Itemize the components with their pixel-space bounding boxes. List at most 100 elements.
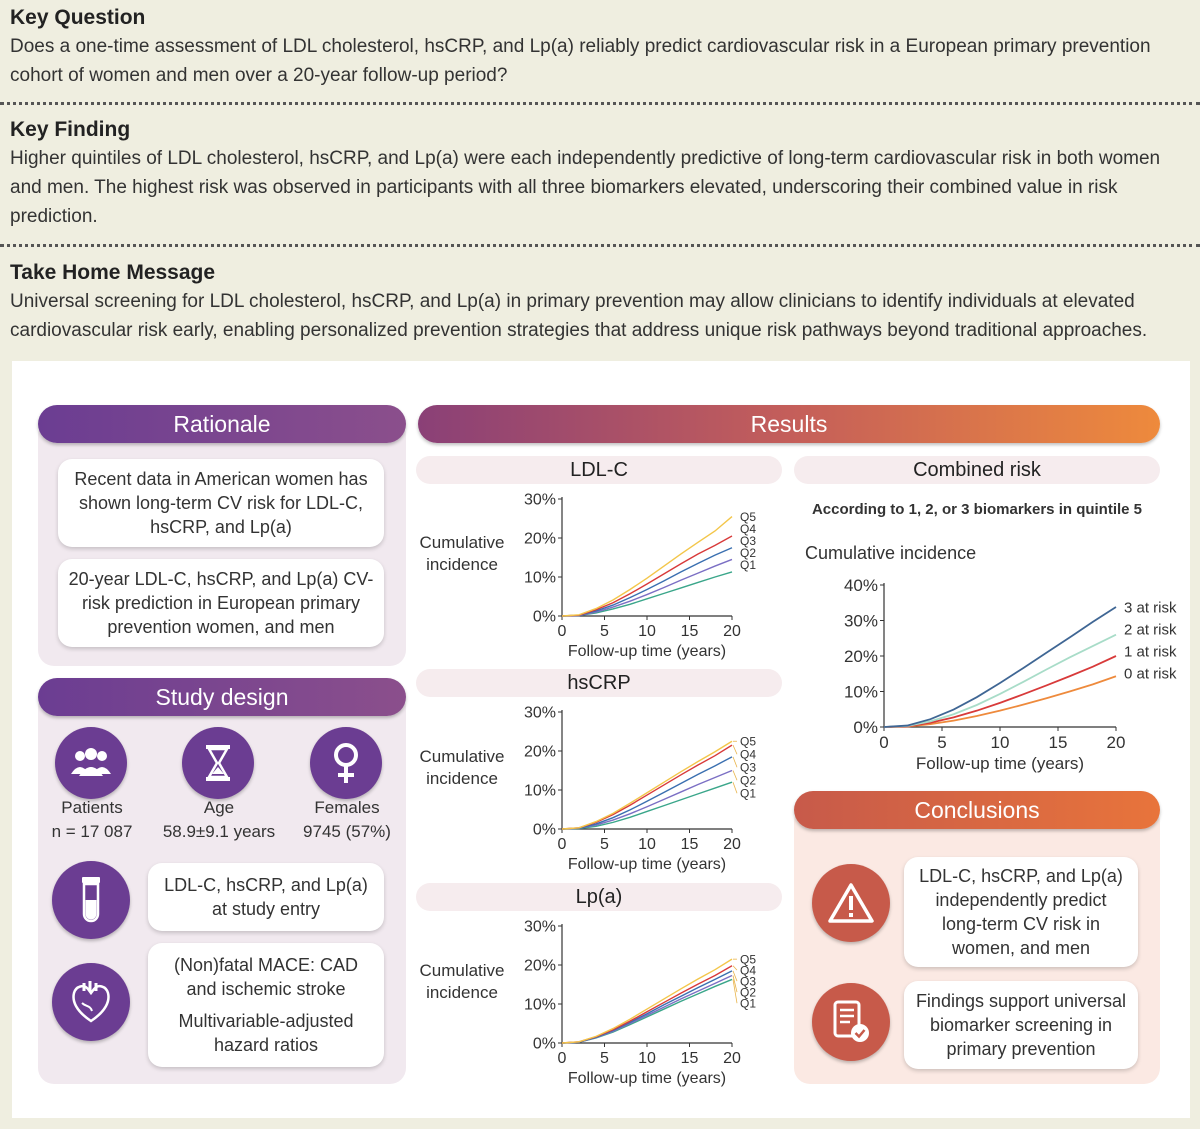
series-label: Q1 [740, 558, 756, 572]
series-line-q3 [561, 970, 733, 1044]
female-icon [310, 727, 382, 799]
x-tick-label: 10 [638, 1050, 656, 1067]
patients-value: n = 17 087 [51, 822, 133, 841]
series-line-q3 [561, 547, 733, 617]
series-label: 2 at risk [1124, 621, 1177, 638]
series-line-q5 [561, 958, 733, 1044]
series-label: Q3 [740, 974, 756, 988]
rationale-card-2: 20-year LDL-C, hsCRP, and Lp(a) CV-risk … [58, 559, 384, 647]
y-tick-label: 30% [524, 492, 556, 509]
x-tick-label: 20 [723, 623, 741, 640]
rationale-header: Rationale [38, 405, 406, 443]
y-tick-label: 10% [524, 783, 556, 800]
x-tick-label: 0 [558, 623, 567, 640]
label-connector [732, 782, 738, 794]
label-connector [732, 770, 738, 781]
x-tick-label: 15 [681, 623, 699, 640]
series-label: Q1 [740, 996, 756, 1010]
heart-icon [52, 963, 130, 1041]
series-label: Q5 [740, 734, 756, 748]
y-tick-label: 10% [844, 682, 878, 701]
x-tick-label: 15 [681, 1050, 699, 1067]
age-label: Age [203, 798, 235, 817]
series-line-1-at-risk [883, 655, 1117, 728]
age-value: 58.9±9.1 years [162, 822, 276, 841]
x-axis-label: Follow-up time (years) [568, 1070, 726, 1087]
series-label: Q3 [740, 534, 756, 548]
conclusions-header: Conclusions [794, 791, 1160, 829]
series-label: 3 at risk [1124, 599, 1177, 616]
females-value: 9745 (57%) [303, 822, 391, 841]
label-connector [732, 970, 738, 982]
lpa-subhead: Lp(a) [416, 883, 782, 911]
age-stat: Age 58.9±9.1 years [158, 796, 280, 844]
series-label: Q1 [740, 786, 756, 800]
summary-section: Key Question Does a one-time assessment … [0, 0, 1200, 358]
series-line-q5 [561, 740, 733, 830]
x-tick-label: 5 [600, 836, 609, 853]
females-stat: Females 9745 (57%) [294, 796, 400, 844]
x-tick-label: 20 [723, 836, 741, 853]
key-question: Key Question Does a one-time assessment … [10, 5, 1192, 90]
x-axis-label: Follow-up time (years) [916, 754, 1084, 773]
series-label: 1 at risk [1124, 643, 1177, 660]
x-tick-label: 10 [638, 623, 656, 640]
y-tick-label: 0% [533, 1036, 556, 1053]
hscrp-subhead: hsCRP [416, 669, 782, 697]
y-tick-label: 30% [524, 705, 556, 722]
series-label: 0 at risk [1124, 665, 1177, 682]
x-axis-label: Follow-up time (years) [568, 643, 726, 660]
series-label: Q2 [740, 773, 756, 787]
document-check-icon [812, 983, 890, 1061]
x-tick-label: 0 [558, 1050, 567, 1067]
hourglass-icon [182, 727, 254, 799]
series-line-3-at-risk [883, 606, 1117, 728]
x-tick-label: 5 [937, 733, 946, 752]
x-tick-label: 15 [1049, 733, 1068, 752]
outcome-hazard: Multivariable-adjusted hazard ratios [178, 1011, 354, 1055]
series-label: Q5 [740, 510, 756, 524]
ylabel-line2: incidence [426, 769, 498, 788]
label-connector [732, 756, 738, 768]
combined-ylabel: Cumulative incidence [805, 543, 977, 563]
patients-label: Patients [61, 798, 123, 817]
x-tick-label: 10 [991, 733, 1010, 752]
combined-chart: 0% 10% 20% 30% 40% 0 5 10 15 20 Follow-up time (ye… [844, 576, 1177, 773]
take-home-message: Take Home Message Universal screening fo… [10, 260, 1192, 345]
hscrp-ylabel: Cumulative incidence [412, 746, 512, 790]
series-line-q3 [561, 756, 733, 830]
series-label: Q4 [740, 747, 756, 761]
biomarkers-card: LDL-C, hsCRP, and Lp(a) at study entry [148, 863, 384, 931]
ylabel-line1: Cumulative [419, 533, 505, 552]
series-line-0-at-risk [883, 675, 1117, 728]
rationale-card-1: Recent data in American women has shown … [58, 459, 384, 547]
x-tick-label: 20 [1107, 733, 1126, 752]
y-tick-label: 20% [844, 647, 878, 666]
patients-stat: Patients n = 17 087 [42, 796, 142, 844]
results-header: Results [418, 405, 1160, 443]
ylabel-line2: incidence [426, 555, 498, 574]
series-line-q4 [561, 535, 733, 617]
label-connector [732, 975, 738, 993]
combined-subhead: Combined risk [794, 456, 1160, 484]
conclusion-card-1: LDL-C, hsCRP, and Lp(a) independently pr… [904, 857, 1138, 967]
key-finding: Key Finding Higher quintiles of LDL chol… [10, 117, 1192, 231]
lpa-chart: 0% 10% 20% 30% 0 5 10 15 20 Follow-up time (years… [524, 919, 756, 1087]
take-home-text: Universal screening for LDL cholesterol,… [10, 291, 1148, 341]
lpa-ylabel: Cumulative incidence [412, 960, 512, 1004]
ldl-subhead: LDL-C [416, 456, 782, 484]
series-line-q5 [561, 516, 733, 617]
x-tick-label: 5 [600, 623, 609, 640]
label-connector [732, 965, 738, 971]
x-tick-label: 0 [558, 836, 567, 853]
y-tick-label: 10% [524, 997, 556, 1014]
series-label: Q3 [740, 760, 756, 774]
y-tick-label: 0% [533, 822, 556, 839]
series-label: Q2 [740, 546, 756, 560]
series-line-q2 [561, 769, 733, 830]
series-label: Q4 [740, 963, 756, 977]
y-tick-label: 40% [844, 576, 878, 595]
females-label: Females [314, 798, 380, 817]
y-tick-label: 30% [524, 919, 556, 936]
hscrp-chart: 0% 10% 20% 30% 0 5 10 15 20 Follow-up time (years… [524, 705, 756, 873]
